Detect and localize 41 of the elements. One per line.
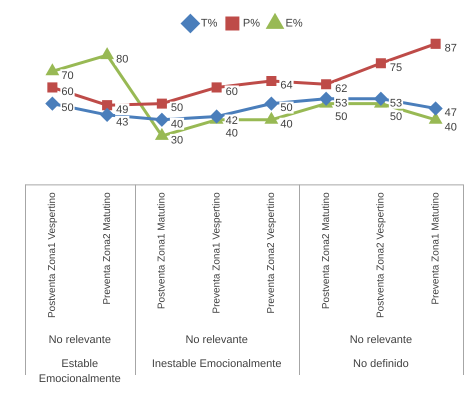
data-label: 53	[335, 97, 348, 110]
data-label: 40	[170, 118, 184, 130]
data-label: 43	[116, 116, 128, 128]
data-label: 47	[444, 106, 457, 119]
data-label: 75	[390, 62, 402, 74]
data-label: 49	[116, 104, 128, 116]
data-label: 70	[61, 70, 74, 82]
text: No relevante	[48, 334, 111, 346]
x-tick-label: Postventa Zona2 Vespertino	[376, 192, 387, 318]
x-tick-label: Preventa Zona1 Matutino	[430, 192, 442, 305]
x-tick-label: Postventa Zona2 Matutino	[320, 192, 332, 310]
legend-label: T%	[200, 18, 218, 30]
data-label: 40	[444, 121, 457, 134]
text: No relevante	[350, 334, 412, 346]
data-label: 80	[116, 54, 128, 66]
legend-label: E%	[286, 18, 303, 30]
data-label: 50	[335, 111, 348, 124]
data-label: 50	[280, 102, 293, 114]
data-label: 40	[226, 127, 238, 140]
data-label: 60	[61, 86, 74, 98]
text: No definido	[353, 358, 409, 370]
x-tick-label: Preventa Zona1 Vespertino	[211, 192, 222, 314]
data-label: 42	[226, 115, 238, 128]
data-label: 53	[390, 97, 402, 110]
data-label: 30	[170, 134, 184, 146]
text: Estable Emocionalmente	[38, 358, 121, 386]
data-label: 87	[444, 42, 457, 54]
x-tick-label: Preventa Zona2 Vespertino	[266, 192, 278, 314]
data-label: 64	[280, 80, 293, 92]
data-label: 50	[61, 102, 74, 114]
legend-label: P%	[242, 18, 260, 30]
data-label: 62	[335, 82, 348, 95]
data-label: 40	[280, 118, 293, 130]
data-label: 60	[226, 86, 238, 98]
text: No relevante	[185, 334, 248, 346]
data-label: 50	[390, 111, 402, 124]
text: Inestable Emocionalmente	[152, 358, 282, 370]
x-tick-label: Preventa Zona2 Matutino	[102, 192, 113, 305]
x-tick-label: Postventa Zona1 Matutino	[156, 192, 168, 310]
x-tick-label: Postventa Zona1 Vespertino	[47, 192, 58, 318]
data-label: 50	[170, 102, 184, 114]
